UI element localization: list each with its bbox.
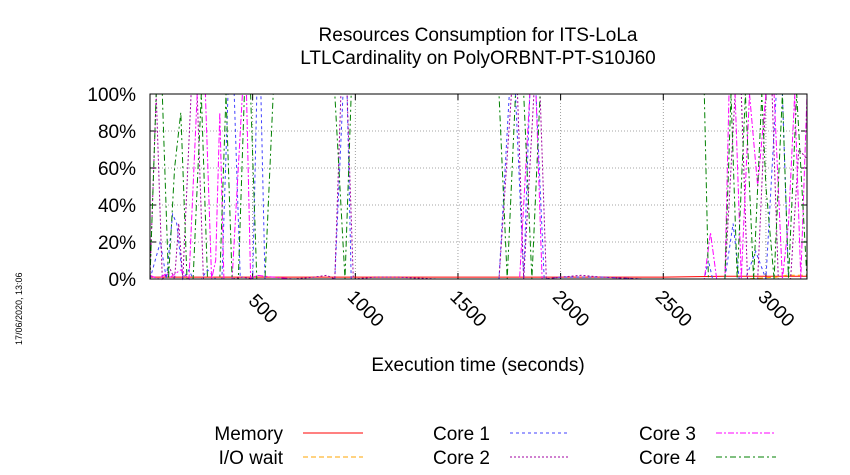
y-tick-label: 40%	[98, 196, 136, 217]
y-tick-label: 100%	[87, 85, 136, 106]
chart-title-line-2: LTLCardinality on PolyORBNT-PT-S10J60	[300, 48, 656, 69]
series-line-core-3	[149, 93, 808, 281]
legend-label-memory: Memory	[214, 424, 283, 445]
legend-label-core-4: Core 4	[639, 448, 696, 469]
x-tick-label: 3000	[753, 287, 798, 332]
legend-label-i-o-wait: I/O wait	[219, 448, 284, 469]
y-tick-label: 80%	[98, 122, 136, 143]
y-axis: 0% 20% 40% 60% 80% 100%	[87, 85, 807, 291]
x-tick-label: 500	[244, 290, 281, 327]
series-line-i-o-wait	[150, 274, 807, 280]
chart-title-line-1: Resources Consumption for ITS-LoLa	[319, 25, 638, 46]
legend-label-core-2: Core 2	[433, 448, 490, 469]
x-tick-label: 2000	[548, 287, 593, 332]
series-line-core-4	[149, 93, 808, 280]
y-tick-label: 20%	[98, 233, 136, 254]
x-axis: 500 1000 1500 2000 2500 3000	[244, 94, 798, 331]
timestamp: 17/06/2020, 13:06	[14, 272, 24, 345]
plot-frame	[149, 93, 808, 280]
plot-area	[149, 93, 808, 281]
y-tick-label: 0%	[109, 270, 137, 291]
x-axis-label: Execution time (seconds)	[371, 355, 584, 376]
legend-label-core-3: Core 3	[639, 424, 696, 445]
y-tick-label: 60%	[98, 159, 136, 180]
x-tick-label: 2500	[651, 287, 696, 332]
x-tick-label: 1500	[445, 287, 490, 332]
x-tick-label: 1000	[343, 287, 388, 332]
legend-label-core-1: Core 1	[433, 424, 490, 445]
legend: Memory I/O wait Core 1 Core 2 Core 3 Core 4	[214, 424, 776, 469]
grid	[150, 94, 807, 279]
